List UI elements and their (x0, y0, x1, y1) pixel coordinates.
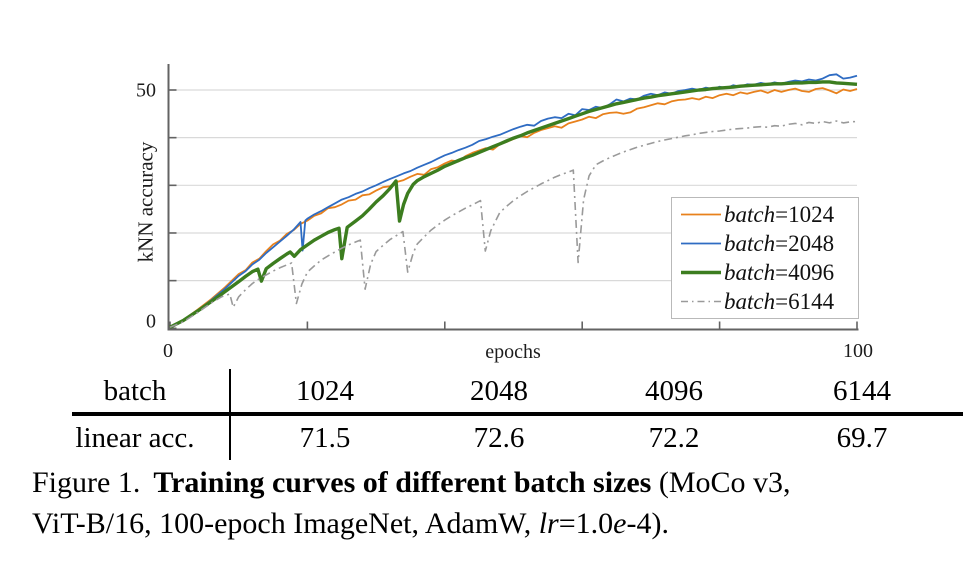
training-curves-plot (167, 64, 859, 331)
caption-line-1: Figure 1. Training curves of different ba… (32, 466, 791, 499)
legend-label: batch=4096 (724, 259, 835, 285)
legend-line-sample-orange (681, 213, 721, 216)
table-row-linear-acc: linear acc. 71.5 72.6 72.2 69.7 (0, 418, 973, 459)
legend-line-sample-green (681, 270, 721, 275)
legend-label: batch=1024 (724, 201, 835, 227)
figure-caption: Figure 1. Training curves of different ba… (32, 462, 967, 544)
caption-bold-title: Training curves of different batch sizes (153, 466, 652, 499)
curve-batch-1024 (169, 87, 858, 329)
legend-label: batch=2048 (724, 230, 835, 256)
table-cell: 72.6 (473, 422, 525, 454)
table-row-label: linear acc. (75, 422, 195, 454)
x-axis-label: epochs (485, 341, 541, 363)
legend-item-batch-1024: batch=1024 (672, 200, 858, 229)
table-cell: 1024 (296, 375, 354, 407)
table-cell: 69.7 (836, 422, 888, 454)
table-cell: 71.5 (299, 422, 351, 454)
y-axis-label: kNN accuracy (133, 141, 158, 263)
x-tick-label-0: 0 (163, 340, 173, 362)
curve-batch-4096 (169, 80, 858, 329)
legend-item-batch-6144: batch=6144 (672, 287, 858, 316)
legend: batch=1024 batch=2048 batch=4096 batch=6… (671, 197, 859, 319)
table-horizontal-rule (72, 412, 963, 416)
x-tick-label-100: 100 (843, 340, 873, 362)
legend-item-batch-4096: batch=4096 (672, 258, 858, 287)
legend-line-sample-blue (681, 242, 721, 245)
y-tick-label-0: 0 (146, 310, 156, 333)
caption-figure-label: Figure 1. (32, 466, 141, 499)
legend-label: batch=6144 (724, 288, 835, 314)
table-row-label: batch (103, 375, 167, 407)
table-cell: 6144 (833, 375, 891, 407)
table-cell: 4096 (645, 375, 703, 407)
legend-line-sample-gray-dashdot (681, 300, 721, 303)
curve-batch-6144 (169, 120, 858, 329)
caption-line-2: ViT-B/16, 100-epoch ImageNet, AdamW, lr=… (32, 507, 669, 540)
table-cell: 72.2 (648, 422, 700, 454)
table-vertical-rule (229, 369, 231, 460)
table-cell: 2048 (470, 375, 528, 407)
y-tick-label-50: 50 (136, 79, 156, 102)
table-row-batch: batch 1024 2048 4096 6144 (0, 371, 973, 412)
legend-item-batch-2048: batch=2048 (672, 229, 858, 258)
